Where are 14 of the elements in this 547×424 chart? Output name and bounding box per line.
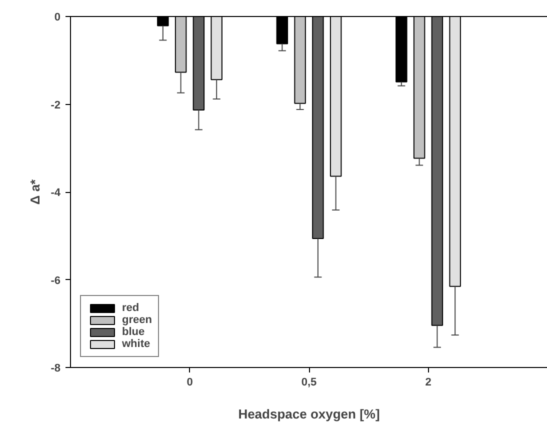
y-tick-label: -2 [50, 99, 60, 112]
y-tick-label: -4 [50, 187, 62, 199]
x-tick-label: 0,5 [301, 376, 317, 388]
legend-label: blue [122, 326, 145, 338]
y-tick-label: -8 [50, 362, 60, 374]
legend-label: white [122, 338, 150, 350]
x-tick-label: 2 [425, 376, 432, 388]
y-tick-label: 0 [54, 12, 61, 24]
y-axis-title: Δ a* [28, 178, 43, 205]
legend-label: red [122, 302, 140, 314]
x-axis-title: Headspace oxygen [%] [238, 406, 380, 422]
y-tick-label: -6 [50, 274, 60, 287]
x-tick-label: 0 [186, 376, 193, 388]
legend-label: green [122, 314, 152, 326]
